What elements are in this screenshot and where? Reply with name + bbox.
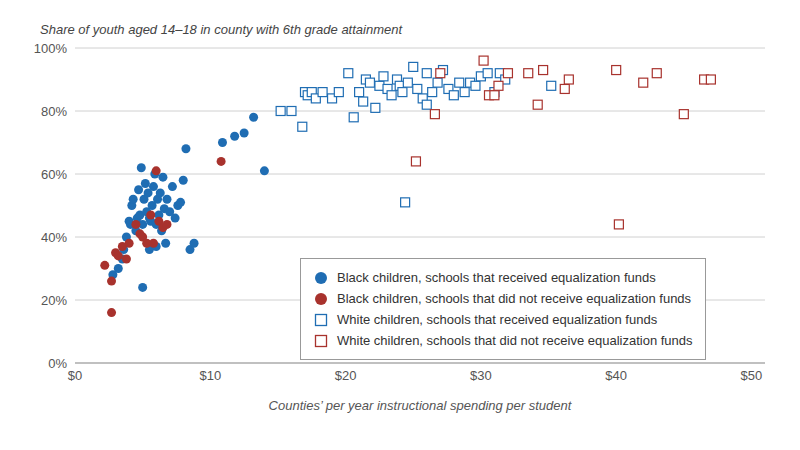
svg-text:$30: $30	[470, 368, 492, 383]
svg-text:$0: $0	[68, 368, 82, 383]
svg-text:40%: 40%	[41, 230, 67, 245]
svg-text:80%: 80%	[41, 104, 67, 119]
html-text:Share of youth aged 14–18 in c: Share of youth aged 14–18 in county with…	[40, 22, 403, 37]
svg-text:$50: $50	[741, 368, 763, 383]
html-text:Black children, schools that r: Black children, schools that received eq…	[337, 270, 656, 285]
svg-text:60%: 60%	[41, 167, 67, 182]
html-text:Black children, schools that d: Black children, schools that did not rec…	[337, 291, 692, 306]
html-text:White children, schools that d: White children, schools that did not rec…	[337, 333, 693, 348]
svg-text:$10: $10	[199, 368, 221, 383]
html-text:Counties’ per year instruction: Counties’ per year instructional spendin…	[268, 398, 572, 413]
svg-text:100%: 100%	[34, 41, 68, 56]
svg-text:$40: $40	[605, 368, 627, 383]
svg-text:20%: 20%	[41, 293, 67, 308]
svg-text:$20: $20	[335, 368, 357, 383]
html-text:White children, schools that r: White children, schools that received eq…	[337, 312, 658, 327]
svg-text:0%: 0%	[48, 356, 67, 371]
